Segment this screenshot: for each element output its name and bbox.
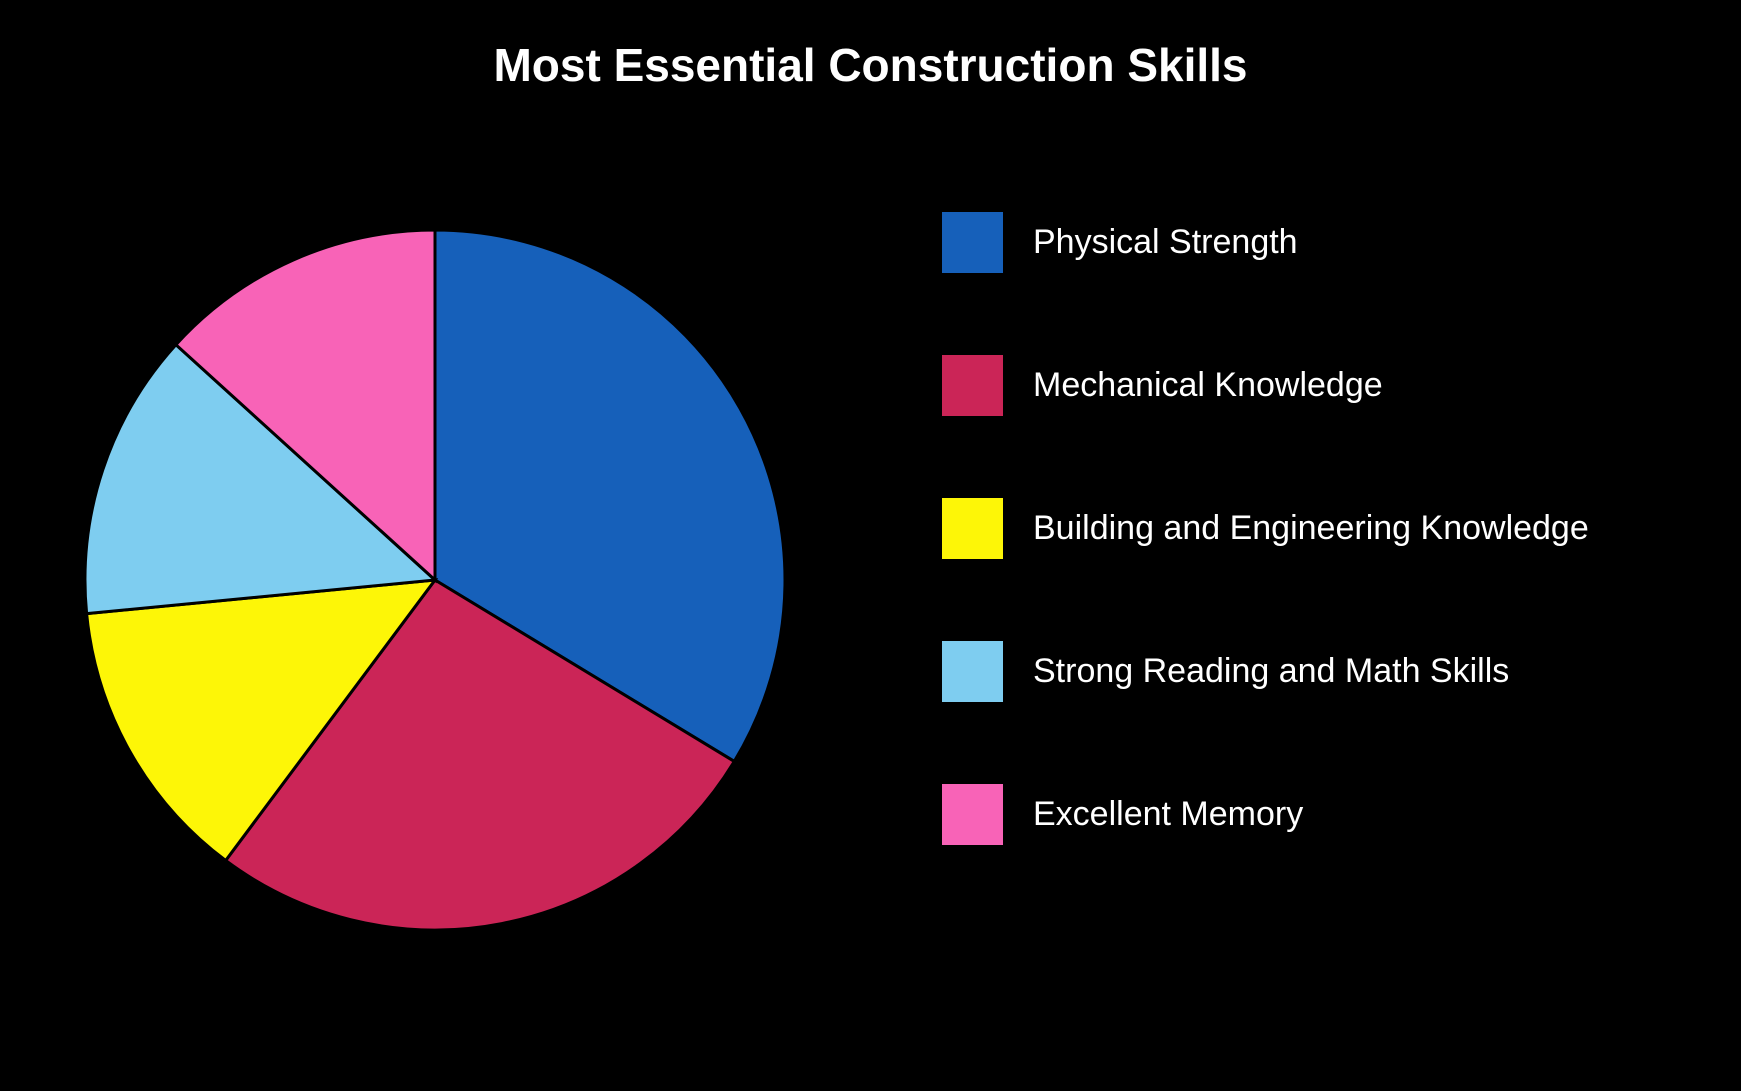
legend-swatch [940,353,1005,418]
chart-legend: Physical Strength Mechanical Knowledge Bui… [940,210,1589,925]
legend-label: Excellent Memory [1033,795,1303,834]
legend-item: Building and Engineering Knowledge [940,496,1589,561]
legend-swatch [940,639,1005,704]
legend-swatch [940,782,1005,847]
legend-swatch [940,496,1005,561]
legend-label: Mechanical Knowledge [1033,366,1383,405]
legend-item: Mechanical Knowledge [940,353,1589,418]
legend-swatch [940,210,1005,275]
legend-item: Physical Strength [940,210,1589,275]
chart-title: Most Essential Construction Skills [0,38,1741,92]
legend-item: Strong Reading and Math Skills [940,639,1589,704]
legend-item: Excellent Memory [940,782,1589,847]
legend-label: Physical Strength [1033,223,1298,262]
pie-chart [85,230,785,935]
legend-label: Building and Engineering Knowledge [1033,509,1589,548]
legend-label: Strong Reading and Math Skills [1033,652,1509,691]
